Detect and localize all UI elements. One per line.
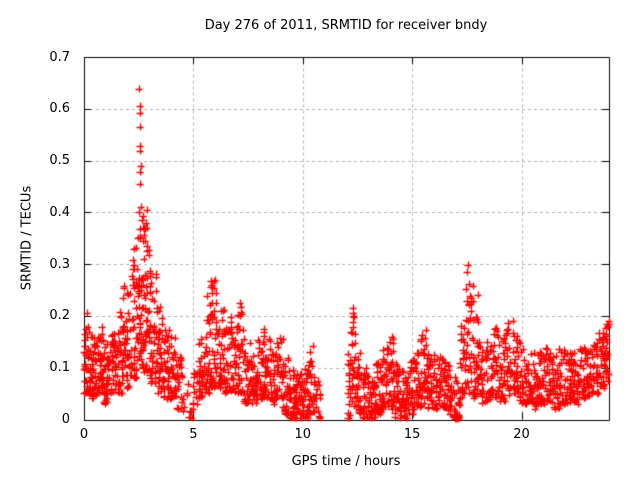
- x-tick-label: 10: [294, 427, 312, 442]
- y-tick-label: 0.1: [49, 360, 70, 376]
- chart-title: Day 276 of 2011, SRMTID for receiver bnd…: [204, 18, 488, 33]
- y-tick-label: 0.7: [49, 49, 70, 65]
- x-axis-label: GPS time / hours: [291, 454, 401, 469]
- x-tick-label: 5: [189, 427, 198, 442]
- x-tick-label: 0: [79, 427, 89, 442]
- x-tick-label: 15: [403, 427, 421, 442]
- y-tick-label: 0: [61, 412, 70, 427]
- y-tick-label: 0.4: [49, 204, 70, 220]
- y-tick-label: 0.3: [49, 256, 70, 272]
- x-tick-label: 20: [513, 427, 530, 442]
- y-tick-label: 0.2: [49, 308, 70, 324]
- y-tick-label: 0.5: [49, 153, 70, 169]
- y-tick-label: 0.6: [49, 101, 70, 117]
- y-axis-label: SRMTID / TECUs: [19, 185, 35, 291]
